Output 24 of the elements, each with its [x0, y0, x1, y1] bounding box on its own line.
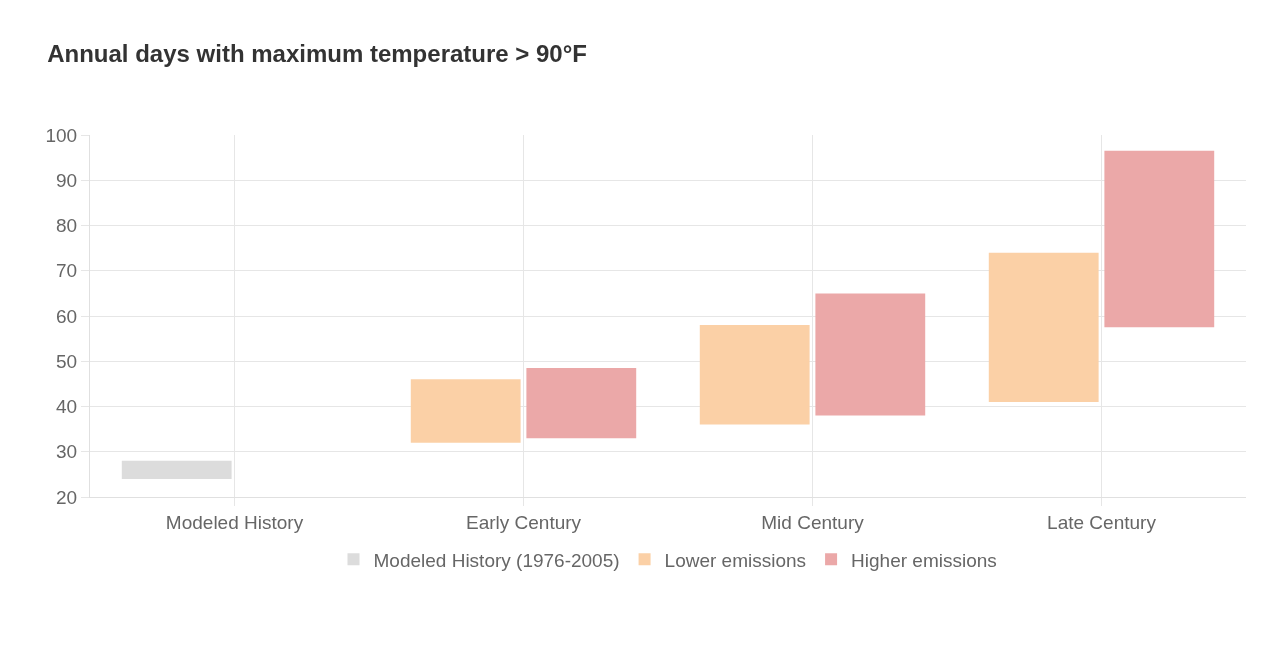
y-tick-label: 70 — [56, 260, 78, 282]
bar — [410, 379, 521, 443]
bar — [1104, 150, 1215, 328]
x-tick-label: Mid Century — [761, 511, 865, 533]
bar — [988, 252, 1099, 402]
x-tick-label: Modeled History — [165, 511, 304, 533]
y-tick-label: 30 — [56, 441, 78, 463]
bar — [121, 460, 232, 479]
y-tick-label: 50 — [56, 350, 78, 372]
bar — [699, 325, 810, 425]
legend-label: Lower emissions — [664, 549, 807, 571]
y-tick-label: 40 — [56, 396, 78, 418]
bar — [815, 293, 926, 416]
y-tick-label: 90 — [56, 169, 78, 191]
y-tick-label: 80 — [56, 215, 78, 237]
y-tick-label: 20 — [56, 486, 78, 508]
x-tick-label: Late Century — [1047, 511, 1157, 533]
y-tick-label: 100 — [45, 124, 78, 146]
legend-label: Higher emissions — [851, 549, 997, 571]
x-tick-label: Early Century — [465, 511, 582, 533]
bar — [526, 368, 637, 439]
legend-label: Modeled History (1976-2005) — [373, 549, 620, 571]
y-tick-label: 60 — [56, 305, 78, 327]
chart-title: Annual days with maximum temperature > 90°F — [47, 40, 587, 68]
